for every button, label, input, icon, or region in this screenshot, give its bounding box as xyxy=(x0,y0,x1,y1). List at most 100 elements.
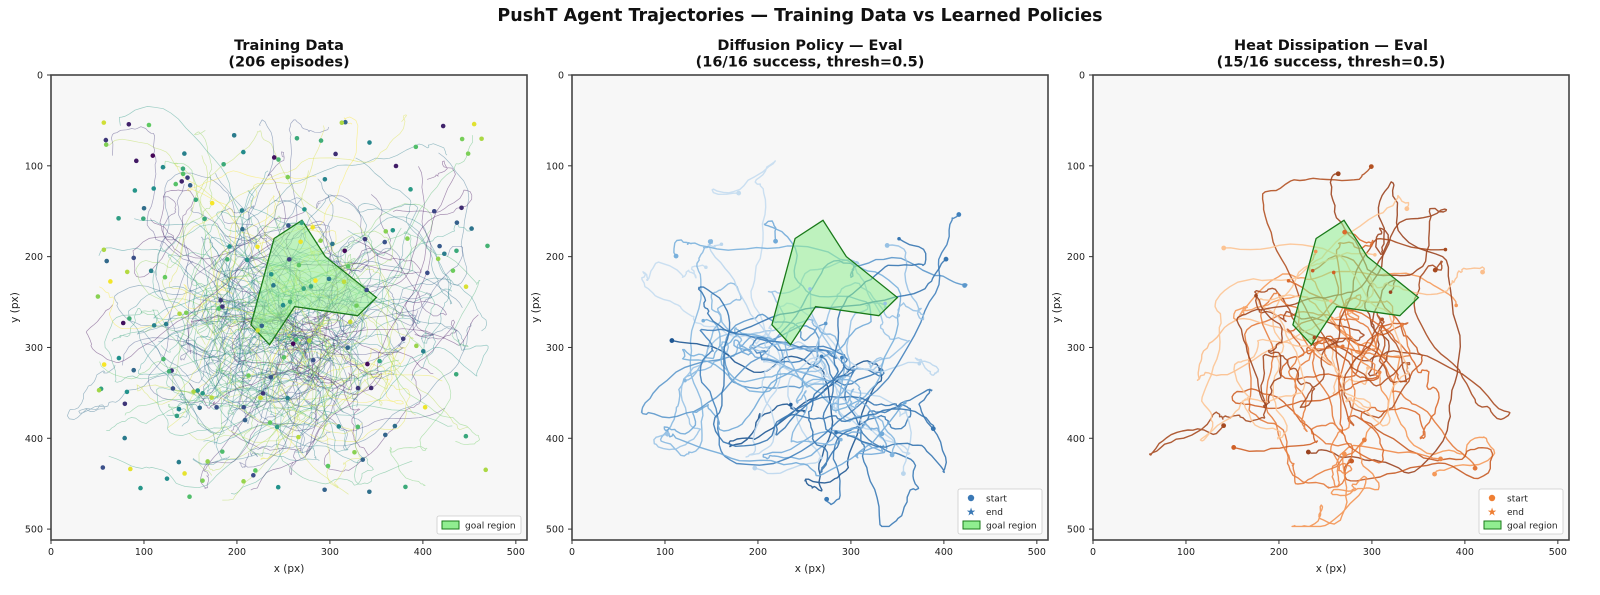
x-axis-label: x (px) xyxy=(795,563,826,575)
legend-end-marker: ★ xyxy=(1487,506,1497,519)
end-marker xyxy=(1380,317,1384,322)
start-marker xyxy=(431,208,437,214)
panel-title: (16/16 success, thresh=0.5) xyxy=(696,55,925,71)
trajectory xyxy=(1199,194,1410,442)
start-marker xyxy=(239,208,245,213)
end-marker xyxy=(1373,252,1377,257)
plot-content xyxy=(67,106,490,501)
trajectory xyxy=(323,166,458,472)
start-marker xyxy=(141,205,147,211)
trajectory xyxy=(188,311,330,443)
start-marker xyxy=(339,120,345,126)
end-marker xyxy=(1312,335,1317,340)
start-marker xyxy=(459,136,465,142)
end-marker xyxy=(704,265,708,270)
start-marker xyxy=(209,395,214,400)
start-marker xyxy=(281,355,287,360)
legend-label: goal region xyxy=(1507,522,1558,532)
start-marker xyxy=(413,144,419,150)
start-marker xyxy=(962,283,967,288)
start-marker xyxy=(138,485,143,491)
start-marker xyxy=(296,434,301,440)
trajectory xyxy=(210,203,480,446)
trajectory xyxy=(223,292,433,404)
trajectory xyxy=(162,196,353,391)
start-marker xyxy=(160,164,166,170)
trajectory xyxy=(260,323,443,461)
trajectory xyxy=(118,106,313,375)
end-marker xyxy=(1340,344,1345,349)
trajectory xyxy=(189,160,456,409)
start-marker xyxy=(360,457,366,462)
legend: start ★ end goal region xyxy=(957,488,1043,535)
end-marker xyxy=(808,287,812,291)
legend-label: start xyxy=(1507,495,1528,505)
start-marker xyxy=(364,287,369,293)
trajectory xyxy=(243,289,399,376)
start-marker xyxy=(296,262,302,268)
trajectory xyxy=(186,314,383,491)
start-marker xyxy=(176,459,182,465)
x-tick-label: 400 xyxy=(414,547,432,558)
start-marker xyxy=(889,452,895,458)
y-tick-label: 0 xyxy=(1079,71,1085,82)
trajectory xyxy=(167,317,292,428)
panel-1: Training Data(206 episodes) 0 100 200 300 400… xyxy=(9,38,528,575)
y-tick-label: 400 xyxy=(1067,434,1085,445)
start-marker xyxy=(326,276,332,282)
x-tick-label: 100 xyxy=(1177,547,1195,558)
x-tick-label: 0 xyxy=(48,547,54,558)
y-tick-label: 0 xyxy=(558,71,564,82)
start-marker xyxy=(390,227,396,233)
start-marker xyxy=(162,274,168,280)
start-marker xyxy=(179,179,185,184)
trajectory xyxy=(697,258,947,474)
x-tick-label: 300 xyxy=(842,547,860,558)
trajectory xyxy=(784,318,896,455)
legend-label: goal region xyxy=(986,522,1037,532)
start-marker xyxy=(131,255,137,261)
x-tick-label: 500 xyxy=(1549,547,1567,558)
start-marker xyxy=(251,472,256,478)
start-marker xyxy=(170,386,176,391)
trajectory xyxy=(145,276,322,476)
start-marker xyxy=(101,120,107,125)
start-marker xyxy=(1349,458,1355,464)
start-marker xyxy=(465,151,471,156)
trajectory xyxy=(128,285,312,434)
trajectory xyxy=(313,248,447,379)
start-marker xyxy=(271,283,276,288)
y-tick-label: 500 xyxy=(1067,525,1085,536)
start-marker xyxy=(180,171,186,177)
start-marker xyxy=(231,133,237,138)
start-marker xyxy=(293,337,299,343)
start-marker xyxy=(216,306,222,311)
x-tick-label: 0 xyxy=(569,547,575,558)
start-marker xyxy=(244,257,250,263)
panel-title: Training Data xyxy=(234,38,344,54)
start-marker xyxy=(122,401,128,407)
trajectory xyxy=(200,236,463,425)
start-marker xyxy=(163,321,169,327)
start-marker xyxy=(1342,229,1348,235)
start-marker xyxy=(294,135,300,141)
start-marker xyxy=(128,466,133,472)
start-marker xyxy=(471,121,477,127)
start-marker xyxy=(943,256,949,262)
y-axis-label: y (px) xyxy=(9,292,21,323)
end-marker xyxy=(823,321,828,326)
start-marker xyxy=(665,431,670,437)
trajectory xyxy=(140,309,286,418)
trajectory xyxy=(262,216,452,400)
start-marker xyxy=(185,175,190,180)
start-marker xyxy=(365,361,370,367)
panel-2: Diffusion Policy — Eval(16/16 success, t… xyxy=(530,38,1049,575)
start-marker xyxy=(191,389,196,394)
trajectory xyxy=(155,172,243,359)
start-marker xyxy=(1335,171,1341,177)
y-tick-label: 300 xyxy=(546,343,564,354)
start-marker xyxy=(116,216,121,221)
trajectory xyxy=(255,135,474,327)
x-axis-label: x (px) xyxy=(274,563,305,575)
